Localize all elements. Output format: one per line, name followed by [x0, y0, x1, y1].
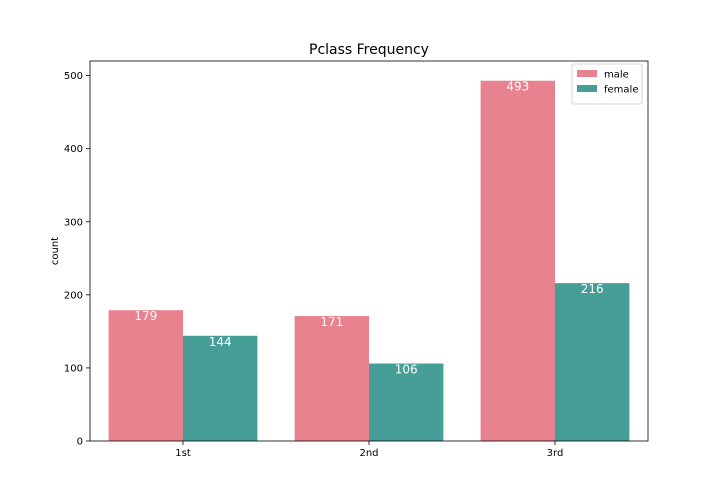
bar-value-label: 106: [395, 363, 418, 377]
bar-value-label: 171: [320, 315, 343, 329]
bar-female-2nd: [369, 363, 444, 441]
legend-swatch-male: [577, 70, 597, 77]
bar-male-2nd: [294, 316, 369, 441]
x-tick-label: 2nd: [359, 448, 378, 459]
bar-value-label: 179: [134, 309, 157, 323]
bar-value-label: 144: [209, 335, 232, 349]
y-tick-label: 400: [64, 144, 83, 155]
bar-value-label: 493: [506, 80, 529, 94]
legend-label-male: male: [604, 70, 629, 81]
plot-area: 179 171 493 144 106 216 0 100 200 300 400 500 1st 2nd…: [64, 60, 649, 459]
bar-male-3rd: [480, 80, 555, 441]
bar-value-label: 216: [581, 282, 604, 296]
legend: male female: [571, 63, 643, 105]
bar-male-1st: [108, 310, 183, 441]
chart-title: Pclass Frequency: [309, 42, 429, 58]
bar-female-3rd: [555, 283, 630, 441]
y-tick-label: 500: [64, 71, 83, 82]
y-tick-label: 100: [64, 363, 83, 374]
y-tick-label: 300: [64, 217, 83, 228]
y-tick-label: 0: [77, 437, 83, 448]
y-tick-label: 200: [64, 290, 83, 301]
x-tick-label: 1st: [175, 448, 191, 459]
x-tick-label: 3rd: [547, 448, 564, 459]
y-axis-label: count: [50, 237, 61, 265]
bar-female-1st: [183, 335, 258, 441]
legend-label-female: female: [604, 85, 638, 96]
legend-swatch-female: [577, 85, 597, 92]
